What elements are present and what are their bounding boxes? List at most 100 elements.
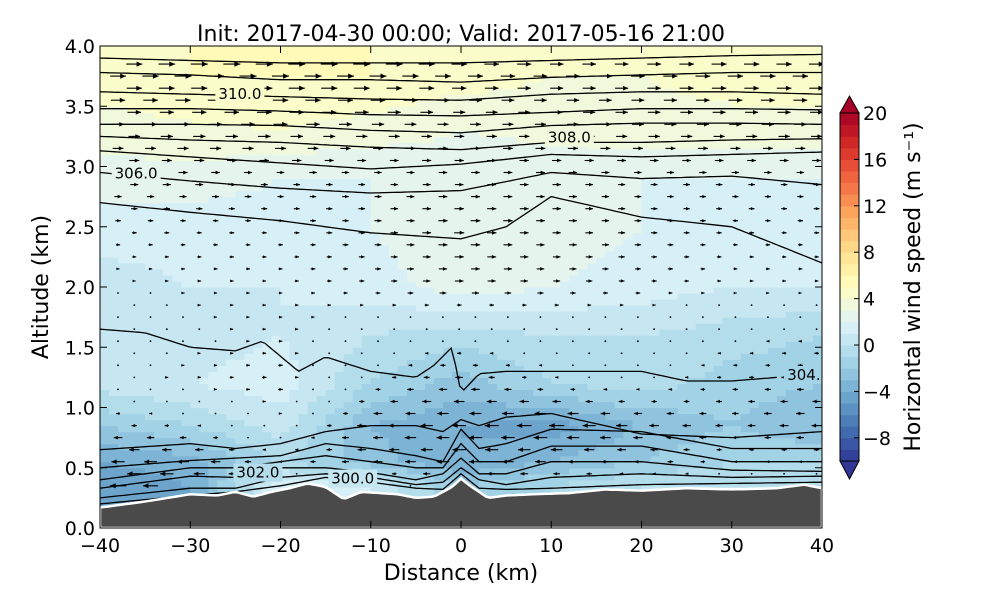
field-cell: [379, 443, 390, 451]
field-cell: [271, 293, 282, 300]
field-cell: [262, 208, 273, 216]
field-cell: [208, 299, 218, 306]
field-cell: [235, 214, 246, 222]
field-cell: [461, 280, 471, 288]
field-cell: [343, 395, 354, 403]
field-cell: [415, 202, 426, 210]
field-cell: [497, 371, 507, 378]
field-cell: [433, 244, 444, 252]
field-cell: [307, 220, 318, 228]
field-cell: [370, 190, 381, 198]
field-cell: [424, 305, 435, 312]
field-cell: [524, 142, 534, 150]
field-cell: [208, 335, 218, 342]
field-cell: [352, 130, 363, 137]
field-cell: [316, 274, 327, 282]
field-cell: [235, 341, 246, 348]
field-cell: [497, 88, 507, 95]
field-cell: [388, 70, 399, 77]
field-cell: [587, 323, 597, 330]
field-cell: [605, 305, 616, 312]
field-cell: [271, 244, 282, 252]
field-cell: [109, 359, 119, 366]
field-cell: [479, 335, 489, 342]
field-cell: [199, 118, 209, 125]
field-cell: [316, 214, 327, 222]
field-cell: [424, 437, 435, 445]
field-cell: [127, 112, 137, 119]
field-cell: [244, 244, 255, 252]
field-cell: [569, 425, 579, 433]
field-cell: [614, 419, 625, 427]
field-cell: [352, 329, 363, 336]
field-cell: [578, 190, 588, 198]
field-cell: [614, 365, 625, 372]
field-cell: [235, 419, 246, 427]
field-cell: [632, 431, 643, 439]
field-cell: [632, 118, 643, 125]
field-cell: [614, 100, 625, 107]
field-cell: [433, 250, 444, 258]
field-cell: [415, 184, 426, 192]
field-cell: [370, 196, 381, 204]
field-cell: [118, 244, 128, 252]
field-cell: [262, 365, 273, 372]
field-cell: [406, 353, 417, 360]
field-cell: [343, 329, 354, 336]
field-cell: [650, 383, 661, 391]
field-cell: [181, 172, 191, 180]
field-cell: [361, 323, 372, 330]
field-cell: [551, 467, 561, 475]
field-cell: [506, 341, 516, 348]
field-cell: [415, 256, 426, 264]
field-cell: [172, 112, 182, 119]
field-cell: [569, 419, 579, 427]
field-cell: [370, 64, 381, 71]
field-cell: [569, 299, 579, 306]
field-cell: [488, 455, 498, 463]
field-cell: [100, 190, 110, 198]
field-cell: [289, 413, 300, 421]
field-cell: [235, 202, 246, 210]
field-cell: [415, 299, 426, 306]
field-cell: [659, 473, 670, 481]
field-cell: [470, 335, 480, 342]
field-cell: [127, 154, 137, 162]
field-cell: [424, 178, 435, 186]
field-cell: [100, 413, 110, 421]
field-cell: [379, 335, 390, 342]
field-cell: [298, 100, 309, 107]
field-cell: [127, 250, 137, 258]
field-cell: [145, 244, 155, 252]
field-cell: [352, 274, 363, 282]
field-cell: [605, 317, 616, 324]
field-cell: [406, 100, 417, 107]
field-cell: [488, 461, 498, 469]
field-cell: [533, 280, 543, 288]
field-cell: [262, 256, 273, 264]
field-cell: [433, 82, 444, 89]
field-cell: [406, 202, 417, 210]
field-cell: [596, 130, 607, 137]
field-cell: [244, 160, 255, 168]
field-cell: [334, 64, 345, 71]
field-cell: [451, 46, 462, 53]
field-cell: [659, 467, 670, 475]
field-cell: [109, 371, 119, 378]
field-cell: [578, 196, 588, 204]
field-cell: [470, 305, 480, 312]
field-cell: [154, 335, 164, 342]
field-cell: [506, 202, 516, 210]
field-cell: [506, 160, 516, 168]
field-cell: [136, 214, 146, 222]
field-cell: [262, 220, 273, 228]
field-cell: [451, 425, 462, 433]
field-cell: [596, 413, 607, 421]
field-cell: [578, 395, 588, 403]
field-cell: [352, 106, 363, 113]
field-cell: [226, 244, 236, 252]
field-cell: [271, 112, 282, 119]
field-cell: [470, 226, 480, 234]
field-cell: [650, 419, 661, 427]
field-cell: [470, 413, 480, 421]
